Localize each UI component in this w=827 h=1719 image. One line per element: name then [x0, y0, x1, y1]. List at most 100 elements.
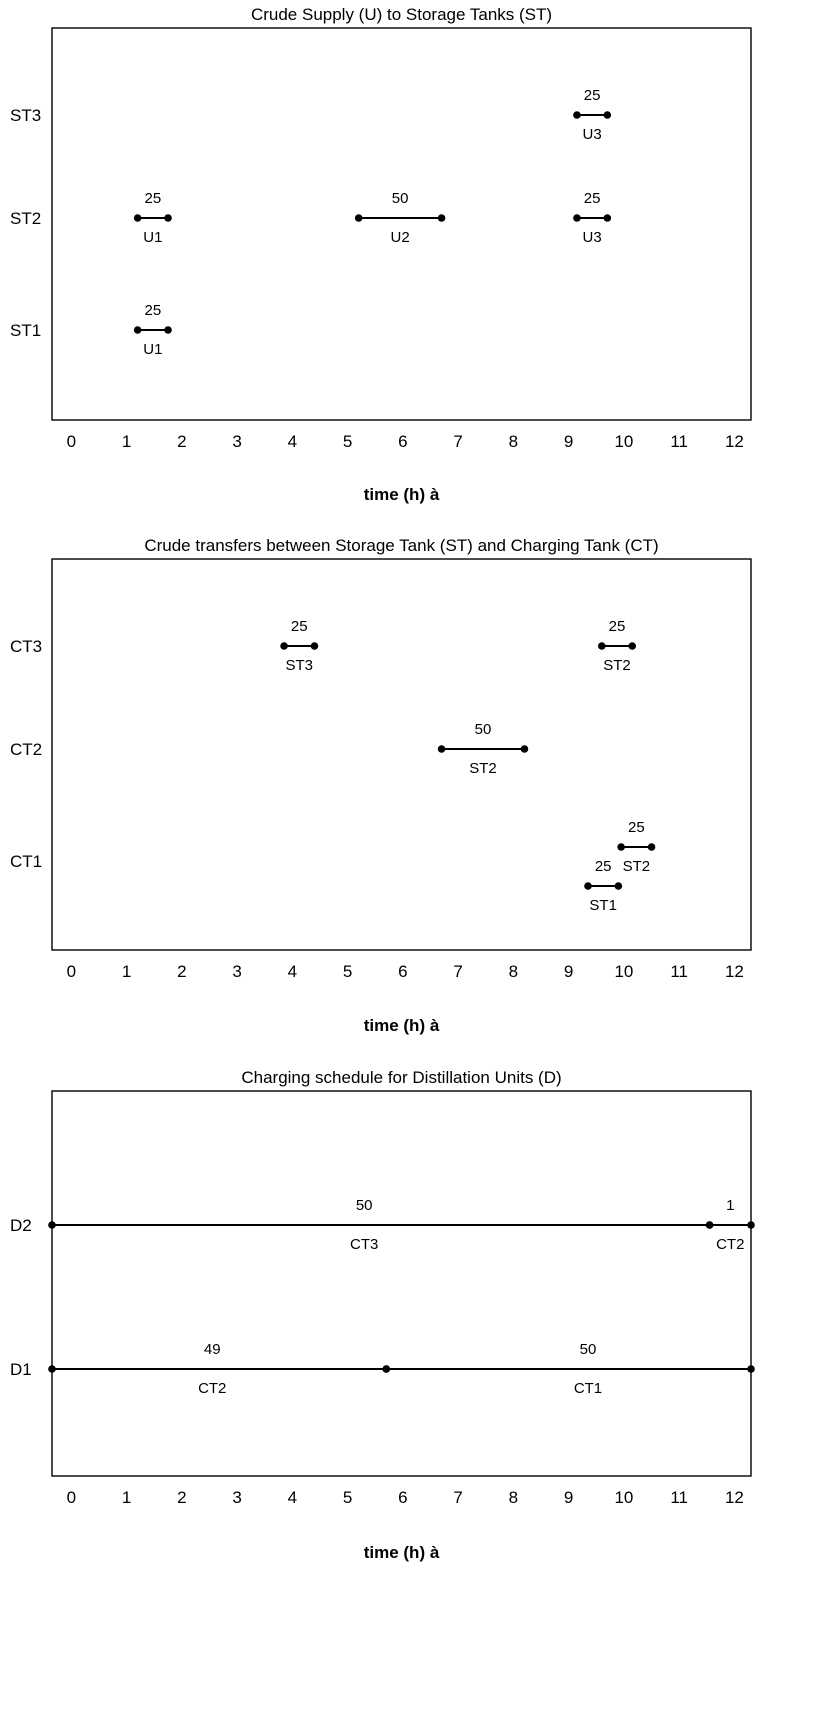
bar-end-dot — [614, 882, 623, 890]
bar-start-dot — [48, 1365, 56, 1373]
bar-end-dot — [628, 642, 636, 650]
schedule-bar: 50 CT1 — [382, 1341, 755, 1397]
x-tick-label: 1 — [122, 962, 131, 981]
schedule-bar: 49 CT2 — [48, 1341, 391, 1397]
x-tick-label: 0 — [67, 432, 76, 451]
x-axis-label: time (h) à — [364, 1016, 440, 1035]
bar-value-label: 50 — [392, 190, 409, 207]
bar-source-label: ST2 — [469, 760, 497, 777]
x-tick-label: 10 — [614, 432, 633, 451]
x-tick-label: 5 — [343, 432, 352, 451]
bar-source-label: CT2 — [198, 1380, 226, 1397]
schedule-bar: 25 U3 — [573, 190, 612, 246]
bar-value-label: 50 — [580, 1341, 597, 1358]
bar-value-label: 25 — [595, 858, 612, 875]
schedule-bar: 25 ST2 — [617, 819, 656, 875]
row-label-ct3: CT3 — [10, 637, 42, 656]
bar-value-label: 50 — [475, 721, 492, 738]
bar-source-label: CT1 — [574, 1380, 602, 1397]
bar-start-dot — [354, 214, 363, 222]
x-tick-label: 0 — [67, 962, 76, 981]
bar-source-label: ST2 — [623, 858, 651, 875]
bar-value-label: 25 — [584, 87, 601, 104]
x-tick-label: 10 — [614, 962, 633, 981]
bar-source-label: ST3 — [286, 657, 314, 674]
x-tick-label: 12 — [725, 962, 744, 981]
bar-start-dot — [705, 1221, 714, 1229]
chart-panel-1: Crude Supply (U) to Storage Tanks (ST) 0 1… — [10, 5, 752, 504]
bar-start-dot — [617, 843, 625, 851]
x-tick-label: 2 — [177, 1488, 186, 1507]
x-tick-label: 6 — [398, 1488, 407, 1507]
x-tick-label: 11 — [670, 1488, 688, 1507]
bar-end-dot — [437, 214, 446, 222]
chart-panel-2: Crude transfers between Storage Tank (ST… — [10, 536, 752, 1035]
bar-end-dot — [747, 1221, 755, 1229]
x-tick-label: 5 — [343, 1488, 352, 1507]
x-tick-label: 8 — [509, 1488, 518, 1507]
x-tick-label: 6 — [398, 432, 407, 451]
bar-source-label: CT3 — [350, 1236, 378, 1253]
schedule-bar: 25 U3 — [573, 87, 612, 143]
bar-end-dot — [647, 843, 656, 851]
bar-source-label: CT2 — [716, 1236, 744, 1253]
row-label-ct1: CT1 — [10, 852, 42, 871]
x-tick-label: 6 — [398, 962, 407, 981]
schedule-bar: 25 U1 — [133, 190, 172, 246]
chart-title: Charging schedule for Distillation Units… — [241, 1068, 561, 1087]
bar-value-label: 25 — [628, 819, 645, 836]
bar-start-dot — [573, 111, 581, 119]
schedule-bar: 25 U1 — [133, 302, 172, 358]
bar-value-label: 25 — [291, 618, 308, 635]
x-tick-label: 7 — [453, 1488, 462, 1507]
x-tick-label: 2 — [177, 432, 186, 451]
x-tick-label: 3 — [232, 432, 241, 451]
bar-end-dot — [164, 214, 172, 222]
chart-frame — [51, 558, 752, 951]
schedule-bar: 25 ST3 — [280, 618, 319, 674]
bar-value-label: 25 — [145, 190, 162, 207]
x-tick-label: 12 — [725, 432, 744, 451]
chart-title: Crude transfers between Storage Tank (ST… — [144, 536, 658, 555]
bar-start-dot — [584, 882, 592, 890]
schedule-bar: 25 ST2 — [598, 618, 636, 674]
bar-end-dot — [603, 214, 612, 222]
bar-value-label: 25 — [609, 618, 626, 635]
x-tick-label: 3 — [232, 962, 241, 981]
bar-value-label: 49 — [204, 1341, 221, 1358]
x-tick-label: 11 — [670, 432, 688, 451]
row-label-st3: ST3 — [10, 106, 41, 125]
bar-start-dot — [573, 214, 581, 222]
x-tick-label: 9 — [564, 1488, 573, 1507]
bar-source-label: U3 — [583, 126, 602, 143]
bar-source-label: U1 — [143, 341, 162, 358]
bar-value-label: 25 — [145, 302, 162, 319]
x-tick-label: 4 — [288, 962, 297, 981]
x-tick-label: 2 — [177, 962, 186, 981]
bar-start-dot — [133, 326, 142, 334]
row-label-d1: D1 — [10, 1360, 32, 1379]
chart-frame — [51, 27, 752, 421]
chart-frame — [51, 1090, 752, 1477]
bar-start-dot — [437, 745, 446, 753]
row-label-ct2: CT2 — [10, 740, 42, 759]
schedule-bar: 50 U2 — [354, 190, 446, 246]
bar-end-dot — [310, 642, 319, 650]
x-tick-label: 9 — [564, 432, 573, 451]
x-tick-label: 1 — [122, 1488, 131, 1507]
x-tick-label: 4 — [288, 432, 297, 451]
row-label-d2: D2 — [10, 1216, 32, 1235]
schedule-bar: 50 CT3 — [48, 1197, 714, 1253]
bar-source-label: U3 — [583, 229, 602, 246]
x-axis-label: time (h) à — [364, 1543, 440, 1562]
schedule-bar: 1 CT2 — [705, 1197, 755, 1253]
schedule-bar: 50 ST2 — [437, 721, 529, 777]
x-tick-label: 7 — [453, 432, 462, 451]
schedule-bar: 25 ST1 — [584, 858, 623, 914]
bar-end-dot — [520, 745, 529, 753]
x-tick-label: 10 — [614, 1488, 633, 1507]
bar-start-dot — [598, 642, 606, 650]
bar-end-dot — [164, 326, 172, 334]
bar-source-label: ST2 — [603, 657, 631, 674]
